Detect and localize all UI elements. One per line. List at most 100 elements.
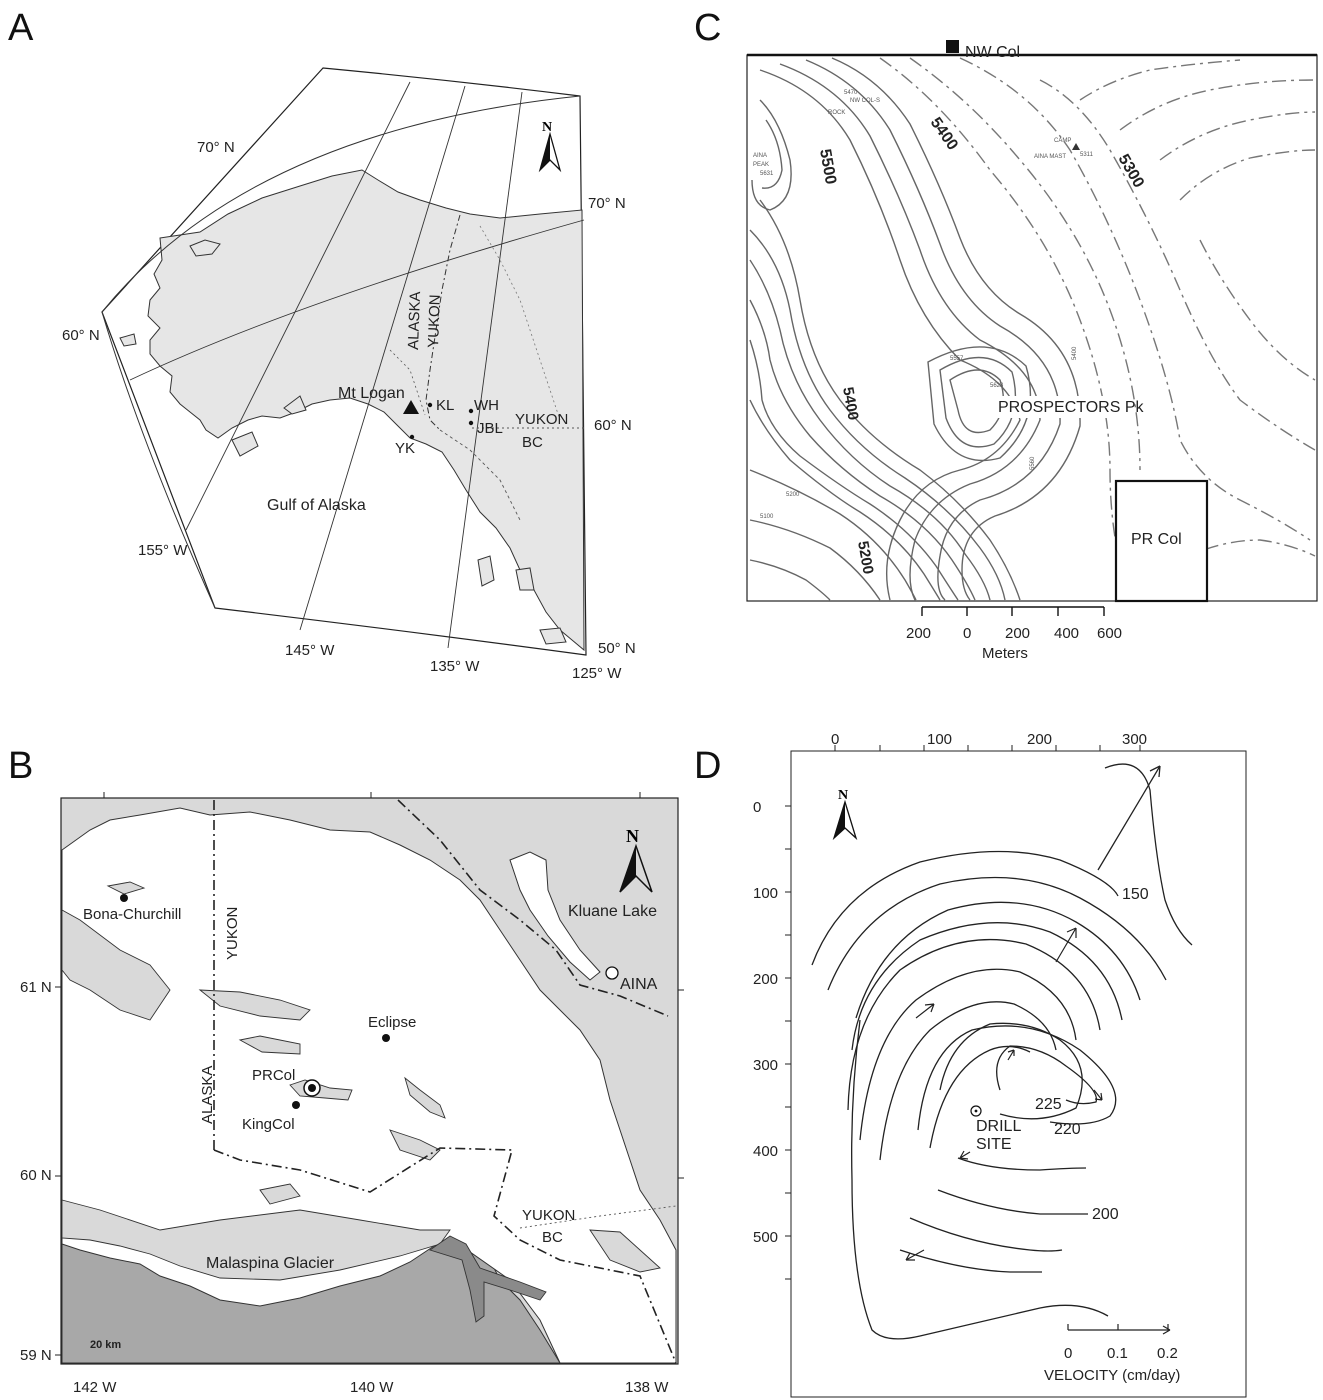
panel-a-alaska-yukon-border <box>425 214 461 431</box>
panel-c-small-14: 5400 <box>1072 346 1078 360</box>
panel-b-patch-coast <box>61 1199 451 1281</box>
panel-c-small-8: AINA MAST <box>1034 154 1066 160</box>
panel-c-scale-0: 0 <box>963 625 971 642</box>
panel-d-contour-200: 200 <box>1092 1206 1119 1223</box>
panel-d-top-300: 300 <box>1122 731 1147 748</box>
panel-b-scale: 20 km <box>90 1339 121 1351</box>
panel-a-mt-logan-triangle <box>403 400 419 414</box>
panel-b-ticks <box>55 792 684 1356</box>
panel-b-alaska-vertical: ALASKA <box>199 1066 216 1124</box>
panel-a-island-7 <box>515 567 535 591</box>
panel-b-aina: AINA <box>620 976 658 993</box>
panel-d-vector-5 <box>1093 1089 1103 1101</box>
panel-d-north-letter: N <box>838 788 848 803</box>
panel-a-wh: WH <box>474 397 499 414</box>
panel-d-top-0: 0 <box>831 731 839 748</box>
panel-d-vel-0: 0 <box>1064 1345 1072 1362</box>
panel-d-left-0: 0 <box>753 799 761 816</box>
panel-a-lat-60-left: 60° N <box>62 327 100 344</box>
panel-a-meridian-135 <box>447 91 523 649</box>
panel-c-small-11: 5623 <box>990 383 1004 389</box>
panel-b-bona: Bona-Churchill <box>83 906 181 923</box>
panel-a-meridian-145 <box>299 85 466 631</box>
panel-c-small-7: CAMP <box>1054 138 1071 144</box>
panel-d-drill-2: SITE <box>976 1136 1012 1153</box>
panel-d-vector-7 <box>905 1249 925 1261</box>
panel-a-kl: KL <box>436 397 454 414</box>
panel-c-small-13: 5200 <box>786 492 800 498</box>
panel-d-vector-2 <box>1055 927 1077 963</box>
panel-d-left-200: 200 <box>753 971 778 988</box>
panel-b-aina-marker <box>605 966 619 980</box>
panel-a: A 70° N 60° N 70° N 60° N 50° N 155° W 1… <box>8 7 636 682</box>
panel-a-lat-70-left: 70° N <box>197 139 235 156</box>
panel-b-patch-8 <box>106 881 146 895</box>
panel-c-nwcol-marker <box>946 40 959 53</box>
panel-a-island-2 <box>119 333 137 347</box>
panel-a-lat-70-right: 70° N <box>588 195 626 212</box>
panel-d-left-500: 500 <box>753 1229 778 1246</box>
panel-c-scale-200: 200 <box>1005 625 1030 642</box>
panel-b-kingcol-dot <box>292 1101 300 1109</box>
panel-a-letter: A <box>8 7 34 49</box>
panel-d-top-100: 100 <box>927 731 952 748</box>
panel-a-lat-50-right: 50° N <box>598 640 636 657</box>
panel-b-bona-dot <box>120 894 128 902</box>
panel-c-small-4: AINA <box>753 153 767 159</box>
panel-b: B 61 N 60 N 59 N 142 W 140 W 138 W <box>8 745 684 1396</box>
panel-d: D 0 100 200 300 0 100 200 300 400 500 N <box>694 731 1247 1398</box>
panel-c-camp-triangle <box>1072 143 1080 150</box>
panel-c-frame <box>746 54 1318 602</box>
panel-d-vel-02: 0.2 <box>1157 1345 1178 1362</box>
panel-a-island-3 <box>231 431 259 457</box>
panel-d-contour-220: 220 <box>1054 1121 1081 1138</box>
panel-d-frame <box>790 750 1247 1398</box>
panel-d-vector-4 <box>1007 1049 1015 1061</box>
panel-a-kl-dot <box>427 402 433 408</box>
panel-b-lon-140: 140 W <box>350 1379 394 1396</box>
panel-a-bc-border <box>439 429 521 521</box>
panel-b-kingcol: KingCol <box>242 1116 295 1133</box>
panel-d-letter: D <box>694 745 721 787</box>
panel-a-border-yukon: YUKON <box>425 294 444 348</box>
panel-d-velocity-scale <box>1067 1324 1171 1335</box>
panel-d-top-200: 200 <box>1027 731 1052 748</box>
panel-d-drill-site-dot <box>974 1109 978 1113</box>
panel-d-vel-01: 0.1 <box>1107 1345 1128 1362</box>
panel-b-kluane-lake <box>509 851 601 981</box>
panel-d-north-arrow-fill <box>834 802 845 838</box>
panel-b-patch-4 <box>238 1035 301 1055</box>
panel-c-small-12: 5100 <box>760 514 774 520</box>
panel-d-vector-6 <box>959 1150 971 1160</box>
panel-d-drill-1: DRILL <box>976 1118 1021 1135</box>
panel-c-pk-label-bg <box>995 396 1127 418</box>
panel-c-small-2: NW COL-S <box>850 98 880 104</box>
panel-c-prcol-box <box>1114 479 1209 603</box>
panel-b-lat-59: 59 N <box>20 1347 52 1364</box>
panel-a-landmass <box>147 169 585 652</box>
panel-b-eclipse: Eclipse <box>368 1014 416 1031</box>
panel-b-letter: B <box>8 745 33 787</box>
panel-b-yukon-bc-dotted <box>519 1205 677 1229</box>
panel-a-north-letter: N <box>542 120 552 135</box>
panel-a-island-5 <box>477 555 495 587</box>
panel-b-fjord <box>428 1235 547 1323</box>
panel-a-island-4 <box>283 395 307 415</box>
panel-b-patch-5 <box>389 1129 441 1161</box>
panel-d-drill-site-marker <box>970 1105 982 1117</box>
panel-c-scale-200l: 200 <box>906 625 931 642</box>
panel-b-bc: BC <box>542 1229 563 1246</box>
panel-b-patch-7 <box>589 1229 661 1273</box>
panel-b-patch-6 <box>259 1183 301 1205</box>
panel-d-top-ticks <box>834 745 1141 751</box>
panel-c-small-5: PEAK <box>753 162 769 168</box>
panel-a-left-edge <box>101 311 216 609</box>
panel-d-left-400: 400 <box>753 1143 778 1160</box>
panel-c: C NW Col <box>694 7 1318 662</box>
panel-b-north-letter: N <box>626 826 639 846</box>
panel-b-north-arrow-fill <box>620 846 636 892</box>
panel-c-small-1: 5470 <box>844 90 858 96</box>
panel-b-yukon: YUKON <box>522 1207 575 1224</box>
panel-a-parallel-70 <box>101 95 581 313</box>
